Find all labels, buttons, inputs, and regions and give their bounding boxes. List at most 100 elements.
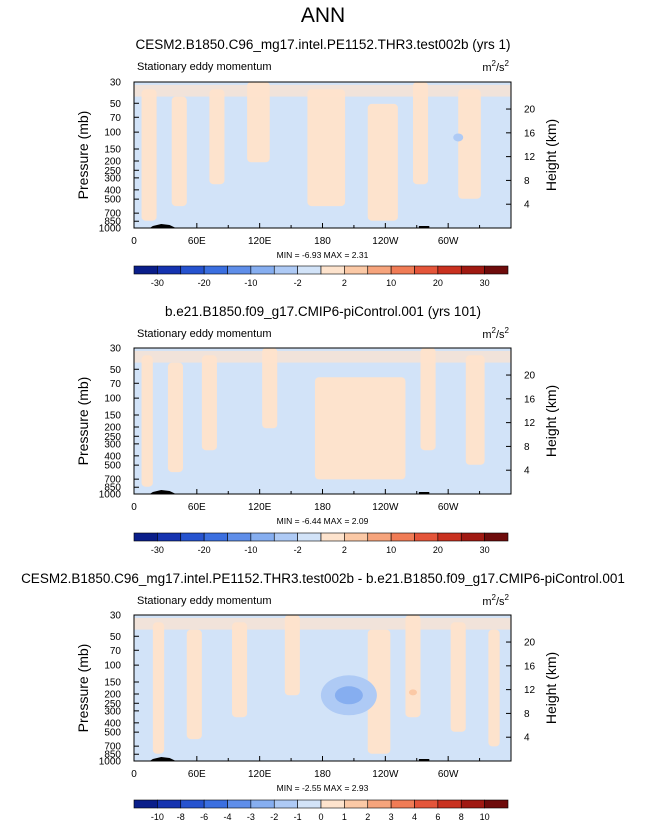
colorbar-box	[390, 799, 415, 809]
y-tick-label: 50	[110, 365, 122, 376]
orange-band	[209, 89, 225, 185]
colorbar-box	[250, 532, 275, 542]
y-tick-label: 500	[104, 195, 121, 206]
colorbar-label: 10	[386, 278, 396, 288]
y-tick-label: 400	[104, 451, 121, 462]
orange-band-top	[134, 350, 511, 363]
y-right-tick-label: 20	[524, 638, 536, 649]
orange-band	[314, 377, 406, 480]
colorbar-label: -30	[151, 545, 164, 555]
colorbar-box	[180, 799, 205, 809]
orange-band	[186, 629, 202, 740]
colorbar-box	[273, 265, 298, 275]
colorbar-box	[320, 265, 345, 275]
x-tick-label: 0	[131, 502, 137, 513]
colorbar-label: -10	[244, 545, 257, 555]
x-tick-label: 180	[314, 236, 331, 247]
colorbar-label: 2	[342, 545, 347, 555]
colorbar-box	[227, 799, 252, 809]
colorbar-box	[414, 532, 439, 542]
colorbar-box	[227, 265, 252, 275]
chart-title: CESM2.B1850.C96_mg17.intel.PE1152.THR3.t…	[21, 571, 625, 586]
y-tick-label: 100	[104, 661, 121, 672]
y-right-tick-label: 4	[524, 733, 530, 744]
orange-band-top	[134, 84, 511, 97]
y-right-tick-label: 12	[524, 685, 536, 696]
colorbar-label: -2	[294, 278, 302, 288]
x-tick-label: 120W	[372, 502, 399, 513]
colorbar-box	[460, 799, 485, 809]
chart-subtitle: Stationary eddy momentum	[137, 595, 272, 607]
colorbar-box	[250, 265, 275, 275]
y-right-tick-label: 4	[524, 200, 530, 211]
y-tick-label: 200	[104, 422, 121, 433]
y-tick-label: 700	[104, 475, 121, 486]
colorbar-box	[437, 799, 462, 809]
topography	[149, 757, 176, 761]
y-tick-label: 150	[104, 411, 121, 422]
topography-andes	[418, 492, 430, 494]
chart-subtitle: Stationary eddy momentum	[137, 61, 272, 73]
orange-band	[167, 362, 184, 473]
colorbar-label: -30	[151, 278, 164, 288]
blue-blob-inner	[334, 686, 363, 705]
x-tick-label: 120W	[372, 236, 399, 247]
colorbar-label: -20	[198, 278, 211, 288]
chart-title: CESM2.B1850.C96_mg17.intel.PE1152.THR3.t…	[136, 37, 511, 52]
topography	[149, 490, 176, 494]
colorbar-box	[367, 799, 392, 809]
x-tick-label: 60E	[188, 236, 206, 247]
orange-band	[171, 96, 187, 207]
y-tick-label: 850	[104, 750, 121, 761]
y-right-tick-label: 16	[524, 394, 536, 405]
colorbar-label: -2	[294, 545, 302, 555]
colorbar-label: 2	[342, 278, 347, 288]
y-tick-label: 250	[104, 432, 121, 443]
orange-band	[458, 89, 481, 199]
colorbar-box	[227, 532, 252, 542]
y-right-axis-label: Height (km)	[543, 119, 559, 191]
colorbar-label: 20	[433, 545, 443, 555]
y-right-tick-label: 8	[524, 709, 530, 720]
y-right-tick-label: 8	[524, 176, 530, 187]
y-tick-label: 70	[110, 646, 122, 657]
colorbar-label: 0	[318, 812, 323, 822]
y-right-tick-label: 12	[524, 152, 536, 163]
x-tick-label: 120E	[248, 769, 272, 780]
y-tick-label: 300	[104, 173, 121, 184]
colorbar-box	[367, 265, 392, 275]
orange-band	[367, 629, 391, 754]
y-right-tick-label: 16	[524, 128, 536, 139]
colorbar-box	[133, 799, 158, 809]
y-tick-label: 500	[104, 461, 121, 472]
y-axis-label: Pressure (mb)	[75, 644, 91, 733]
orange-band	[232, 622, 248, 718]
orange-band	[488, 629, 500, 747]
orange-band	[367, 103, 398, 221]
colorbar-box	[484, 532, 509, 542]
x-tick-label: 120E	[248, 502, 272, 513]
y-tick-label: 200	[104, 689, 121, 700]
orange-band	[201, 355, 217, 451]
y-tick-label: 30	[110, 344, 122, 355]
x-tick-label: 60W	[438, 236, 459, 247]
y-tick-label: 100	[104, 394, 121, 405]
colorbar-label: 4	[412, 812, 417, 822]
blue-spot	[453, 133, 464, 142]
colorbar-box	[460, 532, 485, 542]
y-tick-label: 70	[110, 379, 122, 390]
units-label: m2/s2	[482, 59, 509, 74]
colorbar-label: 6	[435, 812, 440, 822]
x-tick-label: 60E	[188, 769, 206, 780]
y-right-axis-label: Height (km)	[543, 385, 559, 457]
field-layer	[134, 82, 511, 228]
chart-panel-1: CESM2.B1850.C96_mg17.intel.PE1152.THR3.t…	[75, 37, 559, 288]
y-tick-label: 70	[110, 113, 122, 124]
colorbar-box	[460, 265, 485, 275]
colorbar-box	[344, 265, 369, 275]
page-title: ANN	[301, 4, 345, 27]
orange-band	[262, 348, 278, 429]
orange-band	[420, 348, 436, 451]
y-tick-label: 700	[104, 209, 121, 220]
